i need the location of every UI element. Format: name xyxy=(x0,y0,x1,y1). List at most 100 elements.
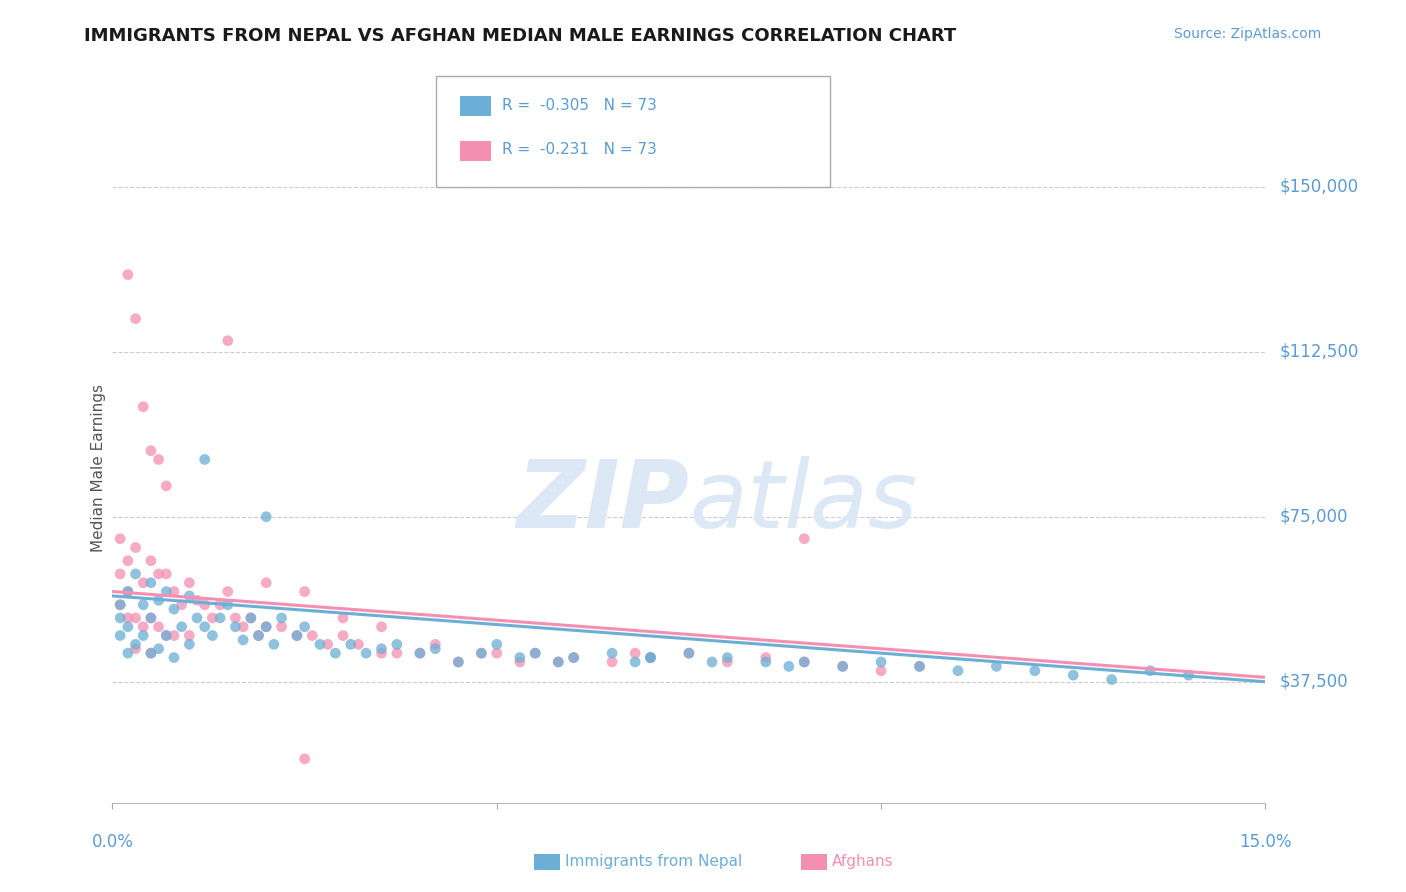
Point xyxy=(755,650,778,665)
Point xyxy=(254,575,277,590)
Point xyxy=(385,637,408,651)
Point xyxy=(201,611,224,625)
Point xyxy=(239,611,262,625)
Point xyxy=(793,655,815,669)
Point xyxy=(385,646,408,660)
Point xyxy=(425,637,447,651)
Point xyxy=(716,655,738,669)
Point xyxy=(194,452,217,467)
Point xyxy=(370,620,392,634)
Point xyxy=(132,400,155,414)
Point xyxy=(285,628,308,642)
Point xyxy=(640,650,662,665)
Point xyxy=(132,598,155,612)
Point xyxy=(946,664,969,678)
Point xyxy=(117,584,139,599)
Point xyxy=(870,664,893,678)
Point xyxy=(1024,664,1046,678)
Point xyxy=(793,655,815,669)
Point xyxy=(1139,664,1161,678)
Point xyxy=(179,575,201,590)
Point xyxy=(409,646,432,660)
Point xyxy=(447,655,470,669)
Point xyxy=(254,620,277,634)
Point xyxy=(755,655,778,669)
Point xyxy=(224,611,246,625)
Point xyxy=(247,628,270,642)
Point xyxy=(108,598,131,612)
Point xyxy=(139,575,162,590)
Text: ZIP: ZIP xyxy=(516,456,689,548)
Point xyxy=(194,598,217,612)
Point xyxy=(1177,668,1199,682)
Point xyxy=(139,611,162,625)
Point xyxy=(547,655,569,669)
Point xyxy=(640,650,662,665)
Point xyxy=(370,641,392,656)
Point xyxy=(179,628,201,642)
Point xyxy=(354,646,377,660)
Point xyxy=(170,620,193,634)
Point xyxy=(870,655,893,669)
Point xyxy=(624,646,647,660)
Point xyxy=(117,646,139,660)
Point xyxy=(700,655,723,669)
Point xyxy=(470,646,492,660)
Point xyxy=(155,628,177,642)
Point xyxy=(263,637,285,651)
Text: 0.0%: 0.0% xyxy=(91,833,134,851)
Point xyxy=(148,641,170,656)
Point xyxy=(793,532,815,546)
Point xyxy=(562,650,585,665)
Point xyxy=(908,659,931,673)
Point xyxy=(124,611,146,625)
Point xyxy=(409,646,432,660)
Point xyxy=(209,598,232,612)
Point xyxy=(347,637,370,651)
Text: $150,000: $150,000 xyxy=(1279,178,1358,195)
Point xyxy=(447,655,470,669)
Point xyxy=(155,584,177,599)
Point xyxy=(201,628,224,642)
Point xyxy=(986,659,1008,673)
Point xyxy=(132,628,155,642)
Point xyxy=(108,598,131,612)
Point xyxy=(148,620,170,634)
Text: Afghans: Afghans xyxy=(832,855,894,869)
Point xyxy=(132,620,155,634)
Point xyxy=(108,532,131,546)
Point xyxy=(108,611,131,625)
Point xyxy=(600,646,623,660)
Point xyxy=(163,628,186,642)
Point xyxy=(124,637,146,651)
Text: IMMIGRANTS FROM NEPAL VS AFGHAN MEDIAN MALE EARNINGS CORRELATION CHART: IMMIGRANTS FROM NEPAL VS AFGHAN MEDIAN M… xyxy=(84,27,956,45)
Point xyxy=(301,628,323,642)
Point xyxy=(232,620,254,634)
Text: atlas: atlas xyxy=(689,456,917,548)
Point xyxy=(139,646,162,660)
Point xyxy=(117,584,139,599)
Point xyxy=(254,620,277,634)
Point xyxy=(186,593,208,607)
Point xyxy=(509,655,531,669)
Point xyxy=(316,637,339,651)
Point xyxy=(186,611,208,625)
Point xyxy=(170,598,193,612)
Point xyxy=(1101,673,1123,687)
Text: R =  -0.231   N = 73: R = -0.231 N = 73 xyxy=(502,143,657,157)
Point xyxy=(217,584,239,599)
Point xyxy=(524,646,547,660)
Point xyxy=(270,611,292,625)
Text: R =  -0.305   N = 73: R = -0.305 N = 73 xyxy=(502,98,657,112)
Point xyxy=(908,659,931,673)
Point xyxy=(132,575,155,590)
Point xyxy=(139,443,162,458)
Point xyxy=(148,452,170,467)
Point xyxy=(640,650,662,665)
Point xyxy=(155,479,177,493)
Point xyxy=(108,566,131,581)
Point xyxy=(155,566,177,581)
Point xyxy=(524,646,547,660)
Point xyxy=(155,628,177,642)
Text: 15.0%: 15.0% xyxy=(1239,833,1292,851)
